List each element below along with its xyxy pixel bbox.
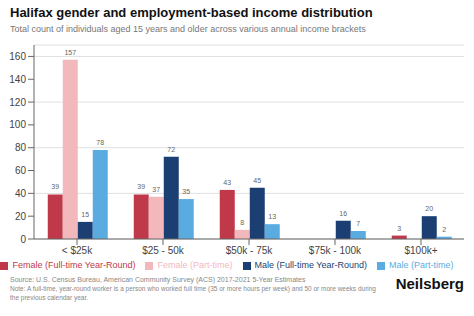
svg-text:20: 20 (15, 211, 27, 222)
svg-text:2: 2 (442, 226, 446, 233)
svg-text:15: 15 (81, 211, 89, 218)
html-text:Source: U.S. Census Bureau, Am: Source: U.S. Census Bureau, American Com… (10, 276, 306, 283)
html-text:Halifax gender and employment-: Halifax gender and employment-based inco… (10, 5, 373, 20)
svg-text:$75k - 100k: $75k - 100k (309, 245, 362, 256)
svg-text:39: 39 (137, 183, 145, 190)
html-text:Male (Full-time Year-Round): Male (Full-time Year-Round) (254, 260, 367, 270)
svg-text:0: 0 (20, 234, 26, 245)
svg-text:$25 - 50k: $25 - 50k (142, 245, 185, 256)
svg-text:35: 35 (182, 188, 190, 195)
svg-text:13: 13 (268, 213, 276, 220)
svg-text:120: 120 (9, 97, 26, 108)
svg-text:60: 60 (15, 165, 27, 176)
svg-text:160: 160 (9, 51, 26, 62)
svg-text:140: 140 (9, 74, 26, 85)
html-text:Female (Full-time Year-Round): Female (Full-time Year-Round) (12, 260, 136, 270)
svg-text:3: 3 (397, 225, 401, 232)
svg-text:37: 37 (152, 186, 160, 193)
svg-text:< $25k: < $25k (62, 245, 93, 256)
svg-text:7: 7 (356, 220, 360, 227)
html-text:Male (Part-time): Male (Part-time) (389, 260, 454, 270)
svg-text:43: 43 (223, 179, 231, 186)
svg-text:80: 80 (15, 142, 27, 153)
svg-text:40: 40 (15, 188, 27, 199)
svg-text:$50k - 75k: $50k - 75k (226, 245, 274, 256)
svg-text:39: 39 (51, 183, 59, 190)
html-text:Note: A full-time, year-round: Note: A full-time, year-round worker is … (10, 285, 376, 301)
html-text:Neilsberg: Neilsberg (395, 275, 464, 292)
svg-text:72: 72 (167, 146, 175, 153)
html-text:Female (Part-time): Female (Part-time) (157, 260, 233, 270)
svg-text:16: 16 (339, 210, 347, 217)
html-text:Total count of individuals age: Total count of individuals aged 15 years… (10, 24, 366, 34)
svg-text:$100k+: $100k+ (404, 245, 437, 256)
svg-text:157: 157 (64, 49, 76, 56)
svg-text:100: 100 (9, 119, 26, 130)
svg-text:78: 78 (96, 139, 104, 146)
svg-text:8: 8 (240, 219, 244, 226)
svg-text:20: 20 (425, 205, 433, 212)
svg-text:45: 45 (253, 177, 261, 184)
